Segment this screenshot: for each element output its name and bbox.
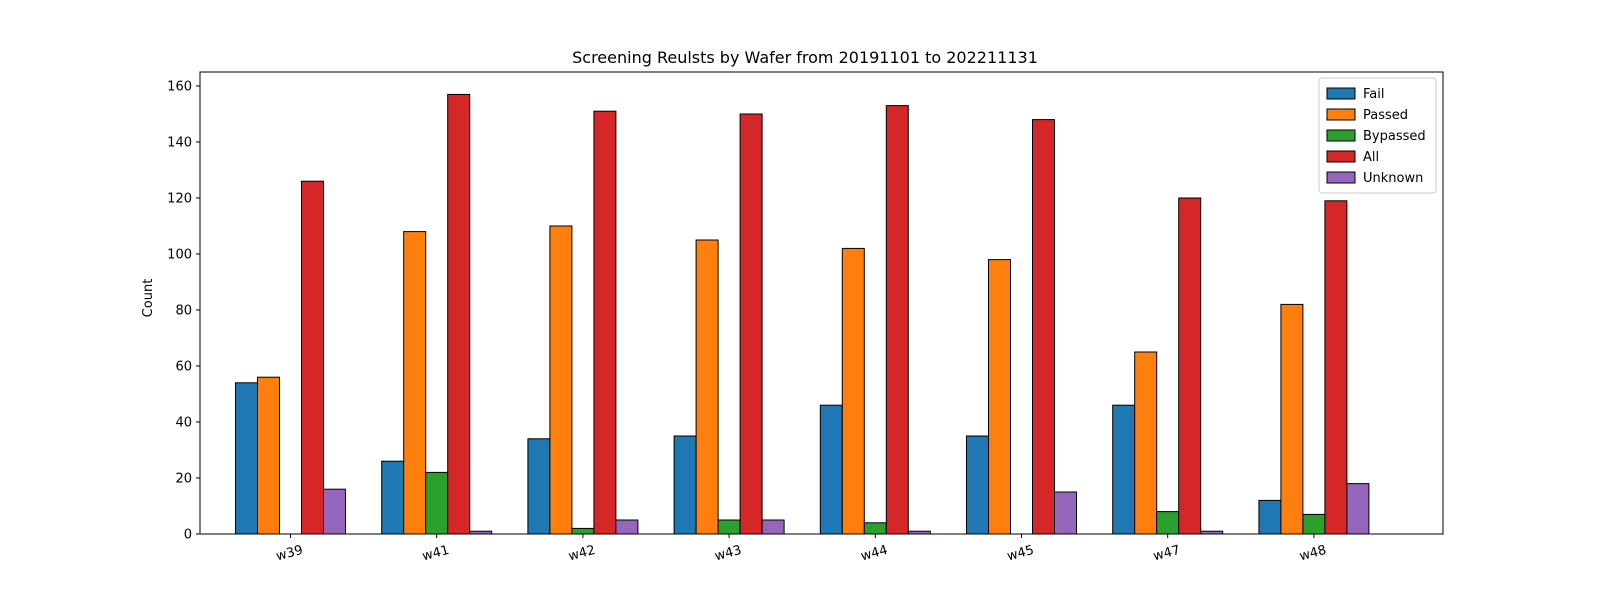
y-axis: 0 20 40 60 80 100 120 140 160: [167, 80, 200, 543]
bar-passed-w48: [1280, 303, 1304, 535]
bar-bypassed-w48: [1302, 513, 1326, 535]
bar-bypassed-w47: [1156, 511, 1180, 535]
bar-all-w48: [1324, 200, 1348, 535]
legend-swatch-passed: [1326, 108, 1356, 121]
bar-bypassed-w42: [571, 527, 595, 535]
bar-bypassed-w41: [425, 471, 449, 535]
bar-passed-w47: [1134, 351, 1158, 535]
y-tick-label-100: 100: [167, 248, 192, 263]
bar-unknown-w45: [1054, 491, 1077, 535]
bar-fail-w47: [1112, 404, 1136, 535]
legend-label-fail: Fail: [1363, 87, 1384, 102]
bar-passed-w39: [257, 376, 280, 535]
bar-fail-w43: [673, 435, 697, 535]
y-tick-label-0: 0: [184, 528, 192, 543]
legend-swatch-all: [1326, 150, 1356, 163]
legend-label-passed: Passed: [1363, 108, 1408, 123]
bar-bypassed-w43: [717, 519, 741, 535]
bar-bypassed-w44: [863, 522, 887, 535]
bar-all-w42: [593, 110, 617, 535]
x-tick-label-w47: w47: [1152, 543, 1182, 565]
bar-fail-w41: [381, 460, 405, 535]
legend-swatch-fail: [1326, 87, 1356, 100]
bar-fail-w42: [527, 438, 551, 535]
bar-all-w44: [885, 105, 909, 535]
x-tick-label-w42: w42: [567, 543, 597, 565]
bar-unknown-w43: [761, 519, 785, 535]
bar-unknown-w39: [323, 488, 346, 535]
x-axis: w39 w41 w42 w43 w44 w45 w47 w48: [275, 534, 1328, 565]
bar-fail-w48: [1258, 499, 1282, 535]
bar-all-w47: [1178, 197, 1202, 535]
y-axis-label: Count: [141, 279, 156, 318]
y-tick-label-40: 40: [175, 416, 192, 431]
y-tick-label-80: 80: [175, 304, 192, 319]
legend-box: [1318, 77, 1437, 194]
bar-fail-w39: [235, 382, 258, 535]
bar-all-w41: [447, 93, 471, 535]
bar-all-w43: [739, 113, 763, 535]
bar-passed-w42: [549, 225, 573, 535]
legend-label-all: All: [1363, 150, 1379, 165]
y-tick-label-140: 140: [167, 136, 192, 151]
bar-all-w39: [301, 180, 324, 535]
bar-unknown-w42: [615, 519, 639, 535]
legend: Fail Passed Bypassed All Unknown: [1318, 77, 1437, 194]
chart-title: Screening Reulsts by Wafer from 20191101…: [572, 48, 1038, 67]
bar-fail-w45: [966, 435, 989, 535]
x-tick-label-w41: w41: [421, 543, 451, 565]
bar-passed-w41: [403, 231, 427, 535]
x-tick-label-w39: w39: [275, 543, 305, 565]
legend-label-bypassed: Bypassed: [1363, 129, 1426, 144]
y-tick-label-120: 120: [167, 192, 192, 207]
legend-swatch-unknown: [1326, 171, 1356, 184]
x-tick-label-w45: w45: [1006, 543, 1036, 565]
y-tick-label-60: 60: [175, 360, 192, 375]
x-tick-label-w43: w43: [713, 543, 743, 565]
legend-label-unknown: Unknown: [1363, 171, 1423, 186]
x-tick-label-w44: w44: [859, 543, 889, 565]
legend-swatch-bypassed: [1326, 129, 1356, 142]
plot-frame: [199, 71, 1444, 535]
y-tick-label-160: 160: [167, 80, 192, 95]
bar-fail-w44: [819, 404, 843, 535]
bar-passed-w43: [695, 239, 719, 535]
bar-all-w45: [1032, 119, 1055, 535]
y-tick-label-20: 20: [175, 472, 192, 487]
x-tick-label-w48: w48: [1298, 543, 1328, 565]
bars-layer: [235, 93, 1370, 535]
bar-passed-w45: [988, 259, 1011, 535]
bar-passed-w44: [841, 247, 865, 535]
bar-unknown-w48: [1346, 483, 1370, 535]
